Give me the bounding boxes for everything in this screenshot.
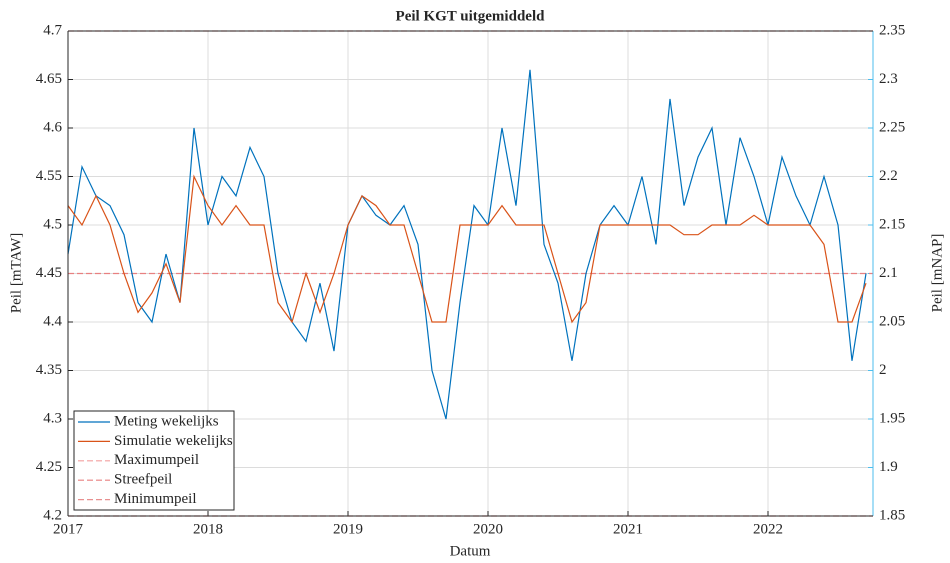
x-axis-label: Datum [450, 543, 491, 559]
x-tick-label: 2019 [333, 521, 363, 537]
x-tick-label: 2022 [753, 521, 783, 537]
chart-title: Peil KGT uitgemiddeld [396, 8, 546, 24]
legend-label: Streefpeil [114, 472, 172, 488]
y2-tick-label: 1.9 [879, 459, 898, 475]
legend-label: Simulatie wekelijks [114, 433, 233, 449]
x-tick-label: 2020 [473, 521, 503, 537]
y2-tick-label: 1.85 [879, 507, 905, 523]
y-tick-label: 4.7 [43, 22, 62, 38]
data-line [67, 174, 867, 324]
y-tick-label: 4.5 [43, 216, 62, 232]
y-tick-label: 4.25 [36, 459, 62, 475]
legend-label: Maximumpeil [114, 452, 199, 468]
legend-label: Minimumpeil [114, 491, 197, 507]
y2-tick-label: 2.15 [879, 216, 905, 232]
y-axis-label: Peil [mTAW] [8, 233, 24, 314]
y-tick-label: 4.4 [43, 313, 62, 329]
y2-tick-label: 2.2 [879, 168, 898, 184]
y-tick-label: 4.35 [36, 362, 62, 378]
y2-tick-label: 2 [879, 362, 887, 378]
y2-tick-label: 1.95 [879, 410, 905, 426]
y2-tick-label: 2.25 [879, 119, 905, 135]
y2-tick-label: 2.1 [879, 265, 898, 281]
y-tick-label: 4.65 [36, 71, 62, 87]
y-tick-label: 4.2 [43, 507, 62, 523]
y2-tick-label: 2.3 [879, 71, 898, 87]
y-tick-label: 4.3 [43, 410, 62, 426]
y2-axis-label: Peil [mNAP] [929, 234, 945, 313]
x-tick-label: 2018 [193, 521, 223, 537]
y2-tick-label: 2.35 [879, 22, 905, 38]
y-tick-label: 4.45 [36, 265, 62, 281]
legend-label: Meting wekelijks [114, 413, 219, 429]
data-line [67, 69, 867, 420]
y-tick-label: 4.6 [43, 119, 62, 135]
y-tick-label: 4.55 [36, 168, 62, 184]
y2-tick-label: 2.05 [879, 313, 905, 329]
x-tick-label: 2021 [613, 521, 643, 537]
x-tick-label: 2017 [53, 521, 84, 537]
